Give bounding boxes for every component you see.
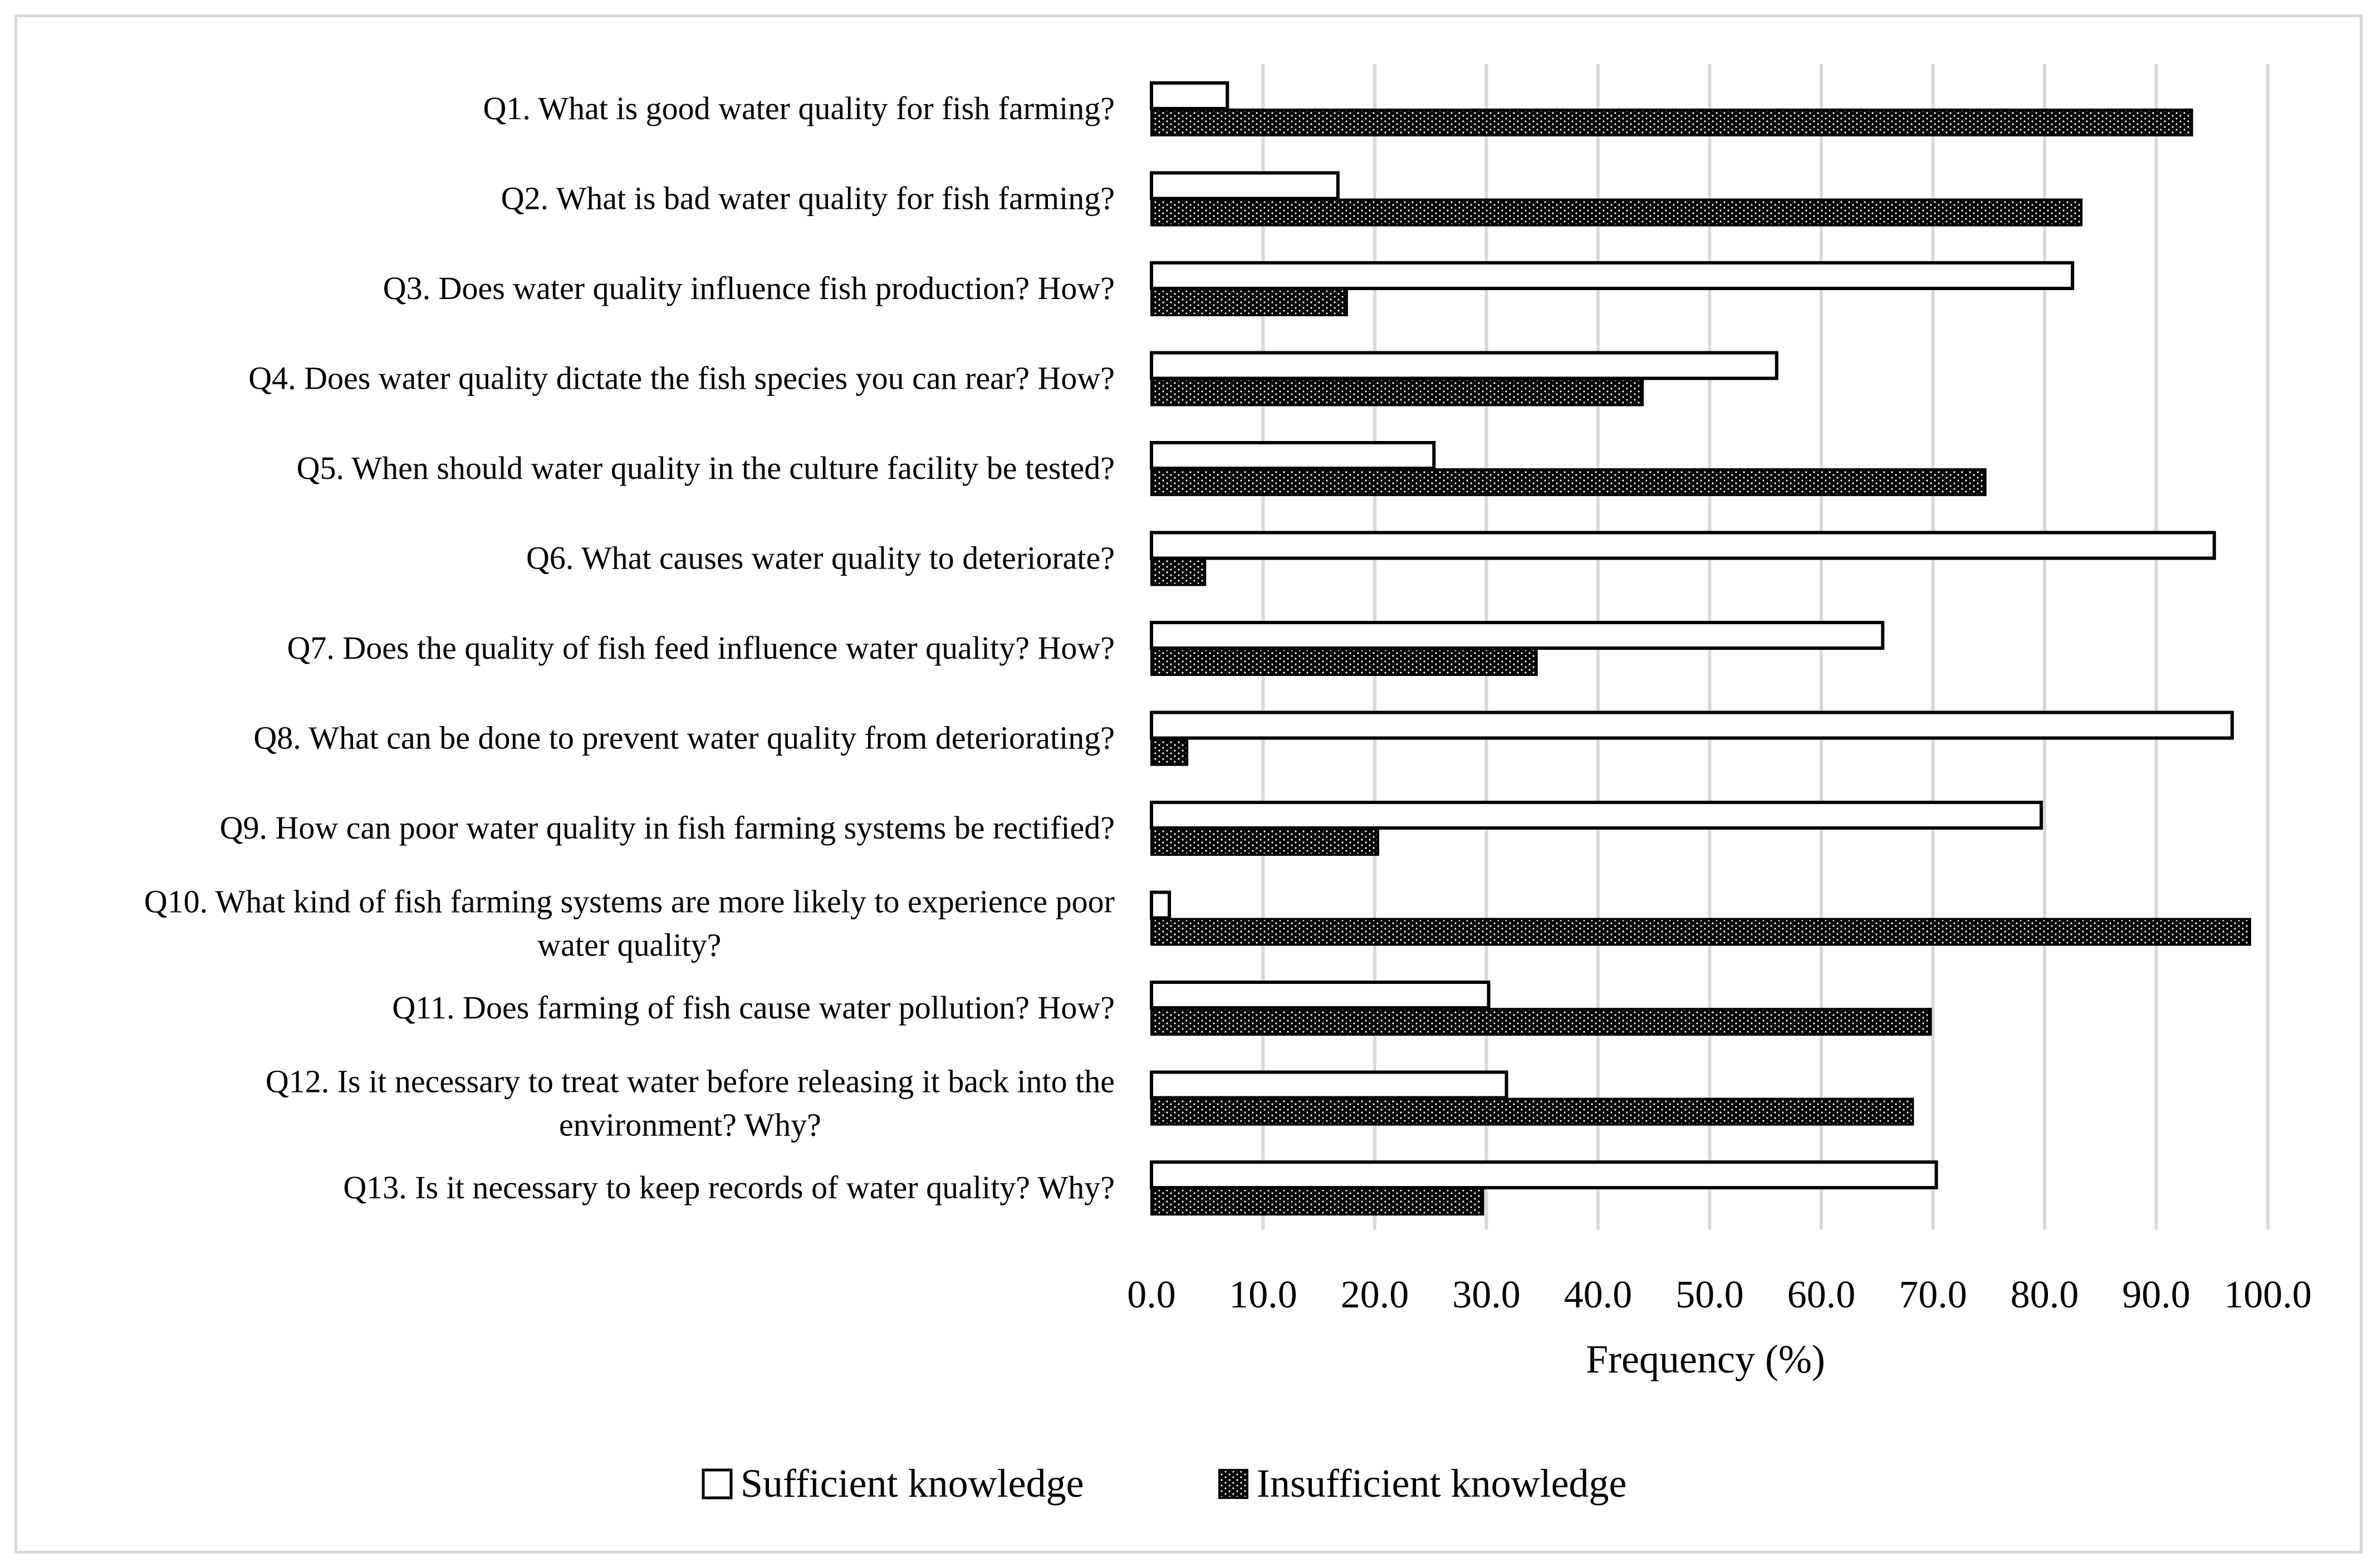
legend-label-sufficient: Sufficient knowledge (741, 1461, 1084, 1506)
category-label: Q7. Does the quality of fish feed influe… (287, 630, 1115, 666)
bar-insufficient (1150, 828, 1380, 856)
bar-sufficient (1150, 621, 1885, 650)
bar-insufficient (1150, 468, 1987, 496)
bars (1150, 81, 2251, 1216)
x-tick-label: 90.0 (2122, 1273, 2190, 1316)
bar-insufficient (1150, 288, 1348, 316)
category-label: Q10. What kind of fish farming systems a… (144, 884, 1115, 963)
bar-sufficient (1150, 81, 1229, 110)
bar-insufficient (1150, 558, 1207, 586)
bar-insufficient (1150, 1097, 1914, 1126)
bar-insufficient (1150, 198, 2083, 227)
bar-insufficient (1150, 1188, 1484, 1216)
x-tick-label: 40.0 (1564, 1273, 1633, 1316)
bar-insufficient (1150, 378, 1644, 406)
bar-sufficient (1150, 1070, 1508, 1100)
bar-insufficient (1150, 1008, 1932, 1036)
x-tick-label: 100.0 (2224, 1273, 2312, 1316)
bar-insufficient (1150, 738, 1189, 766)
x-tick-label: 30.0 (1452, 1273, 1521, 1316)
x-axis-title: Frequency (%) (1586, 1337, 1825, 1381)
bar-sufficient (1150, 441, 1436, 470)
category-labels: Q1. What is good water quality for fish … (144, 90, 1115, 1206)
category-label: Q8. What can be done to prevent water qu… (253, 720, 1115, 756)
bar-sufficient (1150, 981, 1491, 1010)
category-label: Q4. Does water quality dictate the fish … (248, 360, 1115, 396)
bar-sufficient (1150, 710, 2234, 740)
bar-insufficient (1150, 648, 1538, 676)
bar-sufficient (1150, 1160, 1938, 1189)
category-label: Q13. Is it necessary to keep records of … (343, 1169, 1115, 1206)
category-label: Q9. How can poor water quality in fish f… (220, 810, 1115, 846)
category-label: Q2. What is bad water quality for fish f… (501, 180, 1115, 217)
category-label: Q3. Does water quality influence fish pr… (383, 270, 1115, 306)
bar-sufficient (1150, 171, 1340, 200)
category-label: Q5. When should water quality in the cul… (297, 450, 1115, 486)
x-tick-labels: 0.0 10.0 20.0 30.0 40.0 50.0 60.0 70.0 80.0 90.0 1… (1127, 1273, 2312, 1316)
category-label: Q6. What causes water quality to deterio… (526, 540, 1115, 576)
bar-insufficient (1150, 918, 2251, 946)
bar-sufficient (1150, 801, 2043, 830)
x-tick-label: 20.0 (1341, 1273, 1409, 1316)
bar-insufficient (1150, 109, 2193, 136)
legend-swatch-insufficient (1218, 1469, 1248, 1499)
x-tick-label: 10.0 (1229, 1273, 1297, 1316)
x-tick-label: 80.0 (2011, 1273, 2079, 1316)
category-label: Q1. What is good water quality for fish … (483, 90, 1115, 126)
bar-sufficient (1150, 261, 2075, 290)
bar-sufficient (1150, 531, 2216, 560)
x-tick-label: 0.0 (1127, 1273, 1176, 1316)
x-tick-label: 60.0 (1787, 1273, 1856, 1316)
bar-sufficient (1150, 351, 1778, 380)
category-label: Q12. Is it necessary to treat water befo… (266, 1064, 1115, 1143)
category-label: Q11. Does farming of fish cause water po… (392, 989, 1115, 1026)
x-tick-label: 50.0 (1675, 1273, 1744, 1316)
legend: Sufficient knowledge Insufficient knowle… (702, 1461, 1627, 1506)
x-tick-label: 70.0 (1899, 1273, 1967, 1316)
legend-label-insufficient: Insufficient knowledge (1257, 1461, 1627, 1506)
bar-sufficient (1150, 890, 1172, 920)
legend-swatch-sufficient (702, 1468, 733, 1500)
